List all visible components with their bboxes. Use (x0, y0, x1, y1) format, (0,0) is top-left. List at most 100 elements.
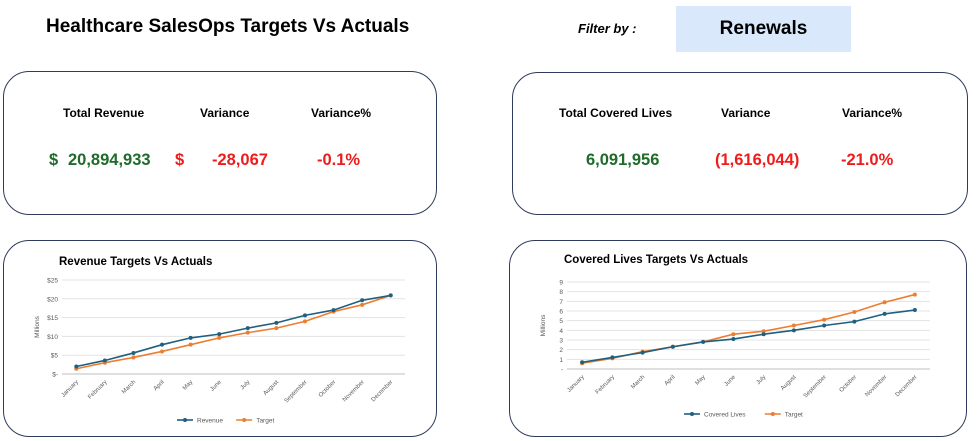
revenue-point-0 (130, 350, 135, 355)
lives-point-0 (609, 354, 614, 359)
legend-marker (241, 417, 246, 422)
covered-lives-kpi-card: Total Covered Lives Variance Variance% 6… (512, 72, 968, 215)
x-tick-label: October (317, 379, 336, 398)
y-tick-label: $- (52, 371, 58, 378)
x-tick-label: December (370, 379, 394, 403)
revenue-point-0 (245, 325, 250, 330)
revenue-point-0 (73, 363, 78, 368)
revenue-point-0 (273, 320, 278, 325)
y-axis-title: Millions (540, 313, 547, 335)
x-tick-label: May (182, 379, 194, 391)
lives-variance-label: Variance (721, 106, 771, 120)
legend-label: Covered Lives (704, 411, 746, 418)
revenue-point-1 (188, 342, 193, 347)
revenue-chart-title: Revenue Targets Vs Actuals (59, 256, 213, 268)
y-tick-label: - (560, 366, 562, 373)
lives-point-0 (761, 331, 766, 336)
lives-variance-pct-label: Variance% (842, 106, 903, 120)
covered-lives-chart-card: Covered Lives Targets Vs Actuals - 1 2 3 4 5 6… (509, 240, 967, 437)
dashboard-title: Healthcare SalesOps Targets Vs Actuals (46, 16, 410, 37)
revenue-point-1 (159, 348, 164, 353)
revenue-line-chart: $- $5 $10 $15 $20 $25 Millions January February M… (34, 277, 405, 424)
legend-marker (689, 411, 694, 416)
lives-point-1 (851, 309, 856, 314)
revenue-point-1 (359, 302, 364, 307)
lives-point-1 (882, 299, 887, 304)
lives-point-0 (851, 319, 856, 324)
x-tick-label: April (663, 374, 676, 387)
x-tick-label: December (894, 374, 918, 398)
covered-lives-line-chart: - 1 2 3 4 5 6 7 8 9 Millions January February March Ap… (540, 279, 930, 418)
revenue-point-1 (216, 335, 221, 340)
covered-lives-chart-title: Covered Lives Targets Vs Actuals (564, 254, 749, 266)
revenue-point-1 (245, 330, 250, 335)
y-tick-label: 6 (559, 308, 563, 315)
y-tick-label: 1 (559, 356, 563, 363)
revenue-variance-value: -28,067 (212, 151, 268, 169)
revenue-variance-pct-label: Variance% (311, 106, 372, 120)
revenue-variance-currency: $ (175, 151, 185, 169)
x-tick-label: February (594, 374, 615, 395)
y-tick-label: 7 (559, 298, 563, 305)
legend-label: Target (256, 417, 274, 424)
y-tick-label: $10 (47, 333, 58, 340)
filter-value: Renewals (719, 18, 808, 39)
revenue-point-0 (188, 335, 193, 340)
filter-label: Filter by : (578, 21, 637, 36)
x-tick-label: March (121, 379, 137, 395)
revenue-point-0 (216, 331, 221, 336)
x-tick-label: September (802, 374, 827, 399)
lives-point-1 (761, 328, 766, 333)
y-tick-label: 9 (559, 279, 563, 286)
y-tick-label: 5 (559, 318, 563, 325)
x-tick-label: June (209, 378, 223, 392)
filter-dropdown[interactable]: Renewals (676, 6, 851, 52)
y-tick-label: 3 (559, 337, 563, 344)
lives-point-0 (700, 339, 705, 344)
y-tick-label: $5 (50, 352, 58, 359)
lives-point-0 (821, 323, 826, 327)
revenue-chart-card: Revenue Targets Vs Actuals $- $5 $10 $15 $20… (3, 240, 437, 437)
lives-point-0 (882, 311, 887, 316)
x-tick-label: January (566, 374, 585, 393)
total-covered-lives-value: 6,091,956 (586, 151, 660, 169)
revenue-series-line-1 (75, 294, 391, 370)
y-tick-label: $25 (47, 277, 58, 284)
x-tick-label: November (864, 374, 888, 398)
revenue-point-0 (302, 312, 307, 317)
revenue-point-1 (273, 325, 278, 330)
revenue-point-0 (331, 307, 336, 312)
x-tick-label: March (630, 374, 646, 390)
x-tick-label: February (87, 379, 108, 400)
x-tick-label: July (239, 379, 251, 391)
lives-point-1 (912, 292, 917, 297)
x-tick-label: June (723, 373, 737, 387)
lives-point-1 (821, 317, 826, 322)
x-tick-label: September (283, 379, 308, 404)
y-tick-label: 4 (559, 327, 563, 334)
x-tick-label: August (262, 379, 280, 397)
lives-variance-value: (1,616,044) (715, 151, 800, 169)
total-covered-lives-label: Total Covered Lives (559, 106, 673, 120)
y-axis-title: Millions (34, 315, 41, 337)
lives-point-0 (670, 344, 675, 349)
legend-label: Revenue (197, 417, 223, 424)
revenue-variance-pct-value: -0.1% (317, 151, 361, 169)
revenue-point-0 (102, 357, 107, 362)
x-tick-label: July (755, 374, 767, 386)
lives-point-1 (791, 323, 796, 327)
revenue-point-1 (130, 354, 135, 359)
total-revenue-currency: $ (49, 151, 59, 169)
lives-point-0 (791, 327, 796, 332)
revenue-series-line-0 (75, 294, 391, 367)
revenue-variance-label: Variance (200, 106, 250, 120)
legend-label: Target (784, 411, 802, 418)
lives-variance-pct-value: -21.0% (841, 151, 894, 169)
revenue-point-0 (388, 292, 393, 297)
y-tick-label: 8 (559, 289, 563, 296)
x-tick-label: November (341, 379, 365, 403)
total-revenue-value: 20,894,933 (68, 151, 151, 169)
x-tick-label: August (780, 374, 798, 392)
x-tick-label: May (694, 374, 706, 386)
x-tick-label: January (60, 379, 79, 398)
